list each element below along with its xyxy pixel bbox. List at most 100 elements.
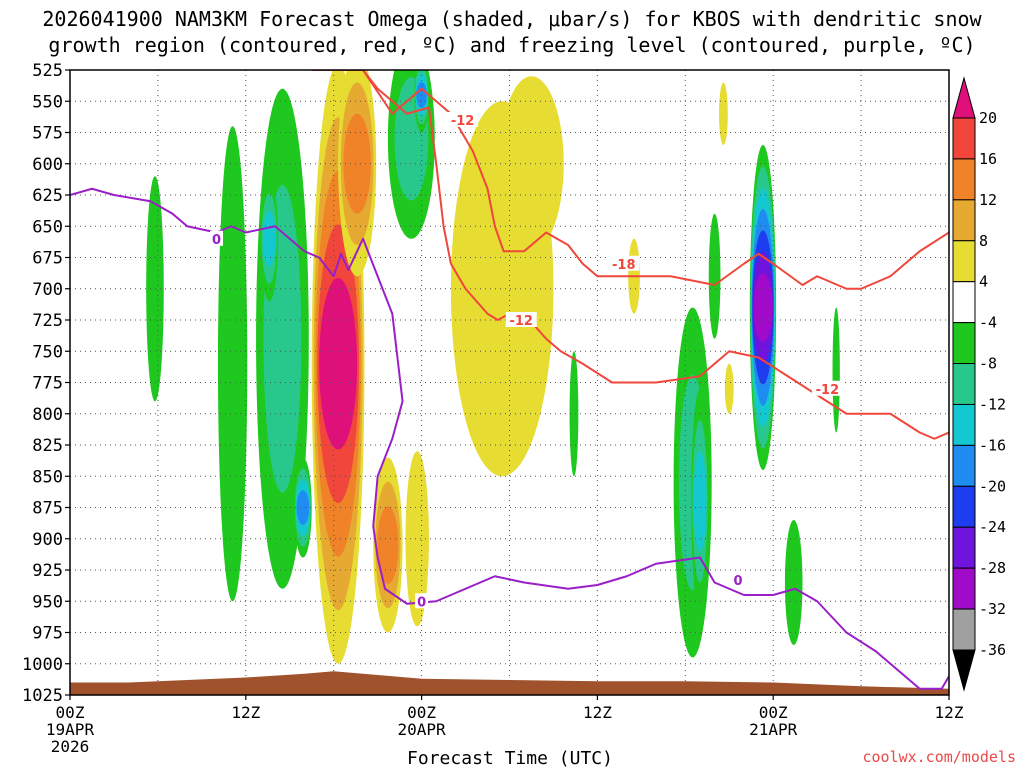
chart-title-line-1: 2026041900 NAM3KM Forecast Omega (shaded… xyxy=(42,7,982,31)
colorbar-label: -8 xyxy=(979,355,997,373)
credit-link[interactable]: coolwx.com/models xyxy=(862,748,1016,766)
colorbar-label: -24 xyxy=(979,518,1006,536)
x-tick-label: 00Z xyxy=(759,703,788,722)
contour-label: -18 xyxy=(612,258,636,273)
y-tick-label: 600 xyxy=(32,155,63,175)
omega-cell xyxy=(262,210,276,267)
contour-label-bg xyxy=(811,380,843,396)
omega-cell xyxy=(718,82,728,145)
contour-labels: -12 -18 -12 -12 0 0 0 xyxy=(210,112,843,610)
colorbar-label: 16 xyxy=(979,150,997,168)
colorbar-top-arrow xyxy=(952,76,976,119)
colorbar-label: -4 xyxy=(979,314,997,332)
colorbar-bin xyxy=(952,158,976,201)
contour-label-bg xyxy=(731,572,745,587)
x-tick-year: 2026 xyxy=(51,737,90,756)
y-tick-label: 775 xyxy=(32,374,63,394)
y-tick-label: 650 xyxy=(32,217,63,237)
contour-label: 0 xyxy=(212,233,221,248)
y-tick-label: 525 xyxy=(32,61,63,81)
y-tick-label: 725 xyxy=(32,311,63,331)
colorbar-bin xyxy=(952,526,976,569)
colorbar-label: 20 xyxy=(979,109,997,127)
contour-label: -12 xyxy=(509,314,533,329)
colorbar-bin xyxy=(952,281,976,324)
contour-label: 0 xyxy=(734,574,743,589)
y-tick-label: 850 xyxy=(32,467,63,487)
x-tick-date: 20APR xyxy=(398,720,447,739)
omega-cell xyxy=(753,273,773,342)
omega-cell xyxy=(146,176,164,402)
omega-cell xyxy=(499,76,564,252)
omega-cell xyxy=(724,363,734,414)
x-tick-label: 12Z xyxy=(231,703,260,722)
colorbar-bin xyxy=(952,363,976,405)
omega-region-teal-core-43z xyxy=(691,388,709,614)
x-axis-title: Forecast Time (UTC) xyxy=(407,748,613,768)
y-tick-label: 700 xyxy=(32,280,63,300)
colorbar-label: -28 xyxy=(979,559,1006,577)
colorbar-bin xyxy=(952,485,976,528)
colorbar-label: -12 xyxy=(979,395,1006,413)
x-tick-date: 19APR xyxy=(46,720,95,739)
omega-region-orange-upper-plume xyxy=(338,70,377,277)
omega-cell xyxy=(708,213,721,339)
omega-region-green-thin-34z xyxy=(569,351,579,477)
colorbar-label: 8 xyxy=(979,232,988,250)
contour-label-bg xyxy=(505,312,537,327)
contour-label-bg xyxy=(608,255,640,271)
colorbar-label: 12 xyxy=(979,191,997,209)
contour-label: -12 xyxy=(816,383,840,398)
colorbar-label: -36 xyxy=(979,641,1006,659)
x-tick-label: 12Z xyxy=(935,703,964,722)
omega-region-green-10z-column xyxy=(217,126,248,602)
omega-cell xyxy=(784,520,803,645)
colorbar: 20 16 12 8 4 -4 -8 -12 -16 -20 -24 -28 -32 -36 xyxy=(952,76,1006,692)
omega-region-green-51z-column xyxy=(832,307,840,433)
omega-region-yellow-isolated-45z xyxy=(724,363,734,414)
y-tick-label: 1000 xyxy=(22,655,63,675)
y-tick-label: 825 xyxy=(32,436,63,456)
y-tick-label: 625 xyxy=(32,186,63,206)
y-tick-label: 925 xyxy=(32,561,63,581)
contour-label: 0 xyxy=(417,595,426,610)
pressure-axis: 525 550 575 600 625 650 675 700 725 750 775 800 825 8… xyxy=(22,61,70,706)
contour-freezing-level-zero xyxy=(70,187,949,690)
terrain-fill xyxy=(70,671,949,695)
x-tick-label: 12Z xyxy=(583,703,612,722)
omega-region-yellow-isolated-44z xyxy=(718,82,728,145)
colorbar-label: -20 xyxy=(979,477,1006,495)
contour-label-bg xyxy=(447,112,479,127)
y-tick-label: 675 xyxy=(32,249,63,269)
x-tick-label: 00Z xyxy=(56,703,85,722)
omega-region-yellow-upper-day2 xyxy=(499,76,564,252)
omega-cell xyxy=(832,307,840,433)
colorbar-bin xyxy=(952,240,976,283)
omega-cell xyxy=(343,113,371,214)
colorbar-label: -16 xyxy=(979,436,1006,454)
colorbar-label: 4 xyxy=(979,273,988,291)
colorbar-bin xyxy=(952,117,976,160)
omega-region-blue-core-16z xyxy=(294,457,312,558)
colorbar-bottom-arrow xyxy=(952,649,976,692)
contour-label-bg xyxy=(415,593,429,609)
y-tick-label: 800 xyxy=(32,405,63,425)
omega-cell xyxy=(569,351,579,477)
colorbar-label: -32 xyxy=(979,600,1006,618)
colorbar-bin xyxy=(952,199,976,242)
omega-region-green-44z-column xyxy=(708,213,721,339)
colorbar-bin xyxy=(952,444,976,487)
contour-label-bg xyxy=(210,230,223,246)
omega-cell xyxy=(405,451,429,627)
omega-cell xyxy=(693,451,707,552)
omega-cell xyxy=(319,278,358,450)
omega-cell xyxy=(296,490,310,525)
omega-region-purple-core-47z xyxy=(749,145,777,470)
y-tick-label: 575 xyxy=(32,124,63,144)
omega-region-teal-core-14z xyxy=(260,176,279,302)
omega-region-green-upper-23z xyxy=(387,70,435,239)
omega-cell xyxy=(377,506,399,584)
y-tick-label: 900 xyxy=(32,530,63,550)
